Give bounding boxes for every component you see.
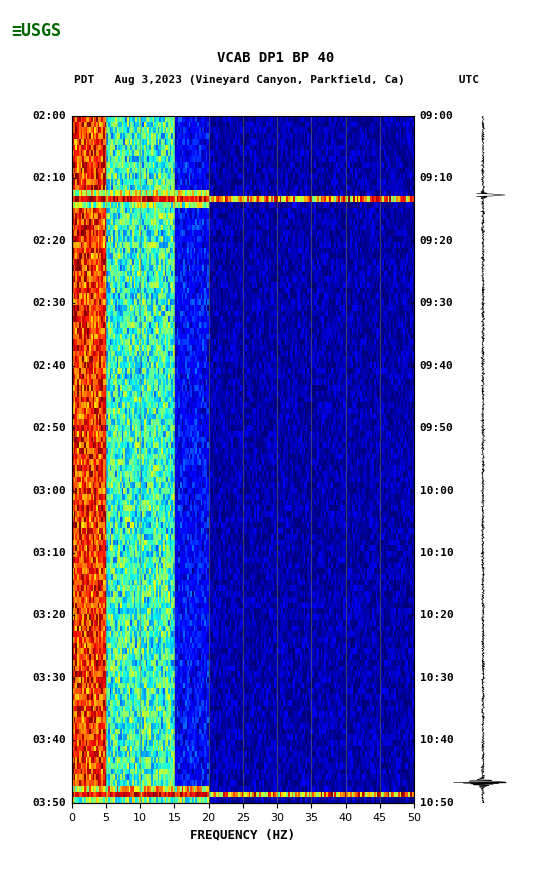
Text: 03:30: 03:30: [33, 673, 66, 683]
Text: 02:40: 02:40: [33, 360, 66, 371]
Text: 02:50: 02:50: [33, 423, 66, 434]
Text: 10:10: 10:10: [420, 548, 453, 558]
Text: 09:50: 09:50: [420, 423, 453, 434]
Text: 10:40: 10:40: [420, 735, 453, 746]
Text: 10:00: 10:00: [420, 485, 453, 496]
Text: 10:50: 10:50: [420, 797, 453, 808]
X-axis label: FREQUENCY (HZ): FREQUENCY (HZ): [190, 828, 295, 841]
Text: 03:20: 03:20: [33, 610, 66, 621]
Text: 10:30: 10:30: [420, 673, 453, 683]
Text: PDT   Aug 3,2023 (Vineyard Canyon, Parkfield, Ca)        UTC: PDT Aug 3,2023 (Vineyard Canyon, Parkfie…: [73, 75, 479, 86]
Text: ≡USGS: ≡USGS: [11, 22, 61, 40]
Text: 09:20: 09:20: [420, 235, 453, 246]
Text: 03:50: 03:50: [33, 797, 66, 808]
Text: 03:40: 03:40: [33, 735, 66, 746]
Text: 10:20: 10:20: [420, 610, 453, 621]
Text: 09:40: 09:40: [420, 360, 453, 371]
Text: VCAB DP1 BP 40: VCAB DP1 BP 40: [217, 51, 335, 65]
Text: 09:10: 09:10: [420, 173, 453, 184]
Text: 02:30: 02:30: [33, 298, 66, 309]
Text: 03:00: 03:00: [33, 485, 66, 496]
Text: 09:00: 09:00: [420, 111, 453, 121]
Text: 02:10: 02:10: [33, 173, 66, 184]
Text: 09:30: 09:30: [420, 298, 453, 309]
Text: 02:20: 02:20: [33, 235, 66, 246]
Text: 03:10: 03:10: [33, 548, 66, 558]
Text: 02:00: 02:00: [33, 111, 66, 121]
